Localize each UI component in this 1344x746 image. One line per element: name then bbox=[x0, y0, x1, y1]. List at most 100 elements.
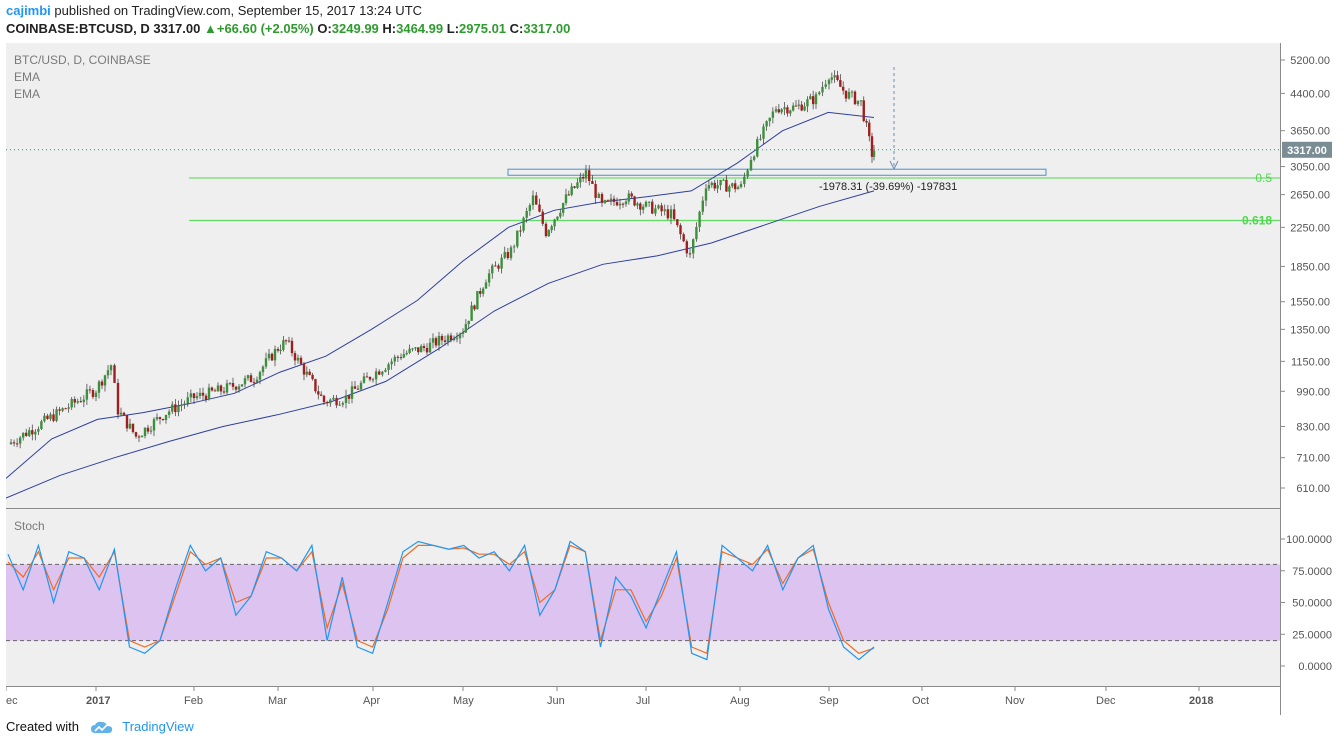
candle-down bbox=[399, 357, 403, 359]
candle-up bbox=[167, 411, 171, 415]
candle-up bbox=[28, 430, 31, 436]
candle-up bbox=[791, 105, 795, 111]
candle-up bbox=[296, 357, 300, 361]
time-axis[interactable]: ec 2017 Feb Mar Apr May Jun Jul Aug Sep Oct Nov Dec 2… bbox=[5, 686, 1213, 707]
candle-up bbox=[771, 111, 775, 118]
candle-down bbox=[786, 107, 789, 114]
candle-up bbox=[374, 371, 378, 380]
low-value: 2975.01 bbox=[459, 21, 507, 36]
candle-up bbox=[597, 193, 600, 198]
candle-down bbox=[862, 100, 865, 121]
candle-down bbox=[449, 335, 453, 341]
candle-up bbox=[34, 431, 37, 435]
price-axis[interactable]: 5200.00 4400.00 3650.00 3050.00 2650.00 2250.… bbox=[1280, 55, 1330, 495]
fib-levels[interactable]: 0.5 0.618 bbox=[189, 171, 1280, 227]
candle-up bbox=[149, 430, 153, 432]
candle-up bbox=[722, 179, 725, 181]
candle-up bbox=[503, 251, 506, 258]
chart-legend: BTC/USD, D, COINBASE EMA EMA bbox=[14, 53, 151, 101]
candle-down bbox=[12, 442, 16, 444]
time-tick-label: Jul bbox=[636, 695, 650, 707]
candle-up bbox=[579, 176, 582, 183]
candle-down bbox=[396, 356, 400, 358]
candle-up bbox=[789, 110, 792, 114]
close-value: 3317.00 bbox=[523, 21, 571, 36]
measure-label: -1978.31 (-39.69%) -197831 bbox=[819, 181, 957, 193]
stoch-band bbox=[6, 564, 1280, 641]
price-pane[interactable] bbox=[6, 43, 1280, 508]
measure-annotation[interactable]: -1978.31 (-39.69%) -197831 bbox=[819, 67, 957, 193]
candle-up bbox=[550, 226, 553, 231]
candle-up bbox=[814, 94, 818, 105]
publisher-name[interactable]: cajimbi bbox=[6, 3, 51, 18]
time-tick-label: Oct bbox=[912, 695, 929, 707]
price-tick-label: 3650.00 bbox=[1290, 126, 1330, 138]
candle-down bbox=[314, 379, 317, 392]
candle-up bbox=[618, 203, 622, 206]
candle-down bbox=[116, 382, 120, 415]
candle-up bbox=[859, 100, 863, 102]
candle-up bbox=[171, 404, 174, 412]
chart-area[interactable]: 5200.00 4400.00 3650.00 3050.00 2650.00 2250.… bbox=[5, 43, 1338, 715]
candle-down bbox=[302, 364, 306, 375]
candle-down bbox=[600, 193, 604, 203]
candle-up bbox=[809, 96, 812, 100]
candle-down bbox=[544, 223, 548, 237]
candle-up bbox=[830, 77, 834, 80]
time-tick-label: Nov bbox=[1005, 695, 1025, 707]
tradingview-link[interactable]: TradingView bbox=[122, 719, 194, 734]
candle-up bbox=[85, 389, 89, 400]
candle-down bbox=[219, 385, 223, 392]
candle-down bbox=[425, 347, 429, 353]
candle-up bbox=[273, 348, 277, 361]
candle-up bbox=[350, 386, 354, 399]
candle-down bbox=[15, 443, 19, 445]
candle-down bbox=[64, 408, 67, 410]
candle-up bbox=[237, 386, 241, 390]
candle-up bbox=[556, 216, 559, 220]
price-tick-label: 2250.00 bbox=[1290, 222, 1330, 234]
candle-up bbox=[390, 361, 393, 365]
created-with-text: Created with bbox=[6, 719, 79, 734]
fib-level-label: 0.5 bbox=[1255, 171, 1272, 185]
candle-down bbox=[567, 194, 571, 196]
time-tick-label: May bbox=[453, 695, 474, 707]
price-tick-label: 830.00 bbox=[1296, 421, 1330, 433]
candle-down bbox=[319, 394, 323, 396]
candle-down bbox=[122, 412, 126, 416]
open-value: 3249.99 bbox=[331, 21, 379, 36]
candle-down bbox=[213, 390, 217, 392]
candle-down bbox=[870, 136, 874, 157]
candle-down bbox=[811, 96, 815, 105]
candle-down bbox=[606, 200, 610, 202]
price-tick-label: 1350.00 bbox=[1290, 324, 1330, 336]
candle-up bbox=[359, 382, 363, 390]
price-tick-label: 1550.00 bbox=[1290, 297, 1330, 309]
low-label: L: bbox=[446, 21, 460, 36]
candle-up bbox=[561, 203, 565, 213]
candle-down bbox=[317, 391, 320, 395]
candle-down bbox=[249, 375, 253, 383]
candle-down bbox=[839, 79, 842, 87]
candle-up bbox=[512, 246, 516, 248]
chart-svg[interactable]: 5200.00 4400.00 3650.00 3050.00 2650.00 2250.… bbox=[5, 43, 1338, 715]
candle-up bbox=[584, 170, 588, 179]
candle-up bbox=[128, 423, 132, 429]
candle-down bbox=[434, 338, 438, 346]
candle-up bbox=[698, 211, 701, 227]
candle-up bbox=[669, 209, 673, 219]
candle-up bbox=[431, 338, 435, 343]
price-tick-label: 1150.00 bbox=[1291, 356, 1330, 368]
candle-down bbox=[58, 409, 61, 411]
candle-up bbox=[470, 305, 473, 321]
candle-up bbox=[411, 348, 414, 350]
candle-up bbox=[49, 414, 52, 419]
support-zone[interactable] bbox=[507, 168, 1047, 176]
candle-up bbox=[119, 412, 123, 415]
candle-down bbox=[73, 399, 76, 403]
candle-down bbox=[125, 415, 129, 429]
candle-up bbox=[728, 186, 731, 192]
candle-up bbox=[264, 358, 268, 367]
candle-up bbox=[362, 376, 366, 383]
candle-up bbox=[246, 375, 250, 379]
